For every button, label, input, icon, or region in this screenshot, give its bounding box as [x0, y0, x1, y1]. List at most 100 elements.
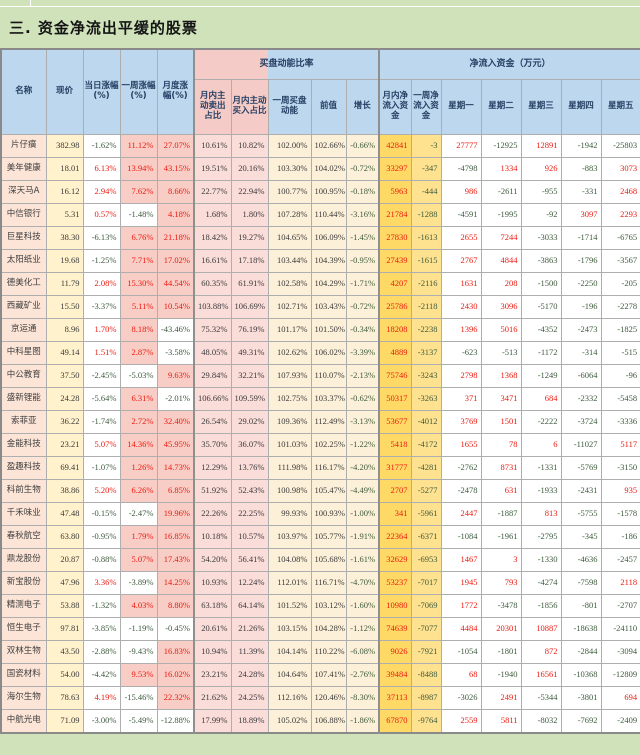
cell-monday: -4798 [440, 157, 482, 181]
cell-monthly-net-inflow: 10980 [378, 594, 412, 618]
cell-monthly-net-inflow: 18208 [378, 318, 412, 342]
column-header-weekly-change: 一周涨幅(%) [119, 48, 158, 135]
cell-monthly-active-buy-ratio: 22.25% [230, 502, 269, 526]
cell-previous-value: 103.43% [310, 295, 347, 319]
cell-daily-change: 2.94% [82, 180, 121, 204]
cell-weekly-buy-momentum: 104.14% [267, 640, 312, 664]
cell-monthly-active-buy-ratio: 1.80% [230, 203, 269, 227]
cell-price: 38.86 [45, 479, 84, 503]
cell-monthly-net-inflow: 27830 [378, 226, 412, 250]
cell-daily-change: -1.25% [82, 249, 121, 273]
cell-monthly-net-inflow: 39484 [378, 663, 412, 687]
cell-price: 15.50 [45, 295, 84, 319]
column-header-friday: 星期五 [600, 79, 640, 135]
cell-weekly-buy-momentum: 104.64% [267, 663, 312, 687]
cell-growth: -0.18% [345, 180, 380, 204]
cell-friday: -186 [600, 525, 640, 549]
cell-weekly-net-inflow: -4172 [410, 433, 442, 457]
cell-weekly-buy-momentum: 103.30% [267, 157, 312, 181]
cell-previous-value: 105.68% [310, 548, 347, 572]
cell-name: 金能科技 [0, 433, 47, 457]
cell-previous-value: 106.02% [310, 341, 347, 365]
cell-previous-value: 104.02% [310, 157, 347, 181]
cell-weekly-change: -15.46% [119, 686, 158, 710]
cell-daily-change: -3.00% [82, 709, 121, 734]
column-header-price: 现价 [45, 48, 84, 135]
cell-weekly-buy-momentum: 105.02% [267, 709, 312, 734]
cell-monthly-active-sell-ratio: 60.35% [193, 272, 232, 296]
cell-tuesday: 1368 [480, 364, 522, 388]
cell-wednesday: -4274 [520, 571, 562, 595]
cell-weekly-buy-momentum: 101.17% [267, 318, 312, 342]
cell-growth: -4.20% [345, 456, 380, 480]
cell-growth: -1.60% [345, 594, 380, 618]
cell-previous-value: 102.66% [310, 134, 347, 158]
cell-monthly-net-inflow: 4889 [378, 341, 412, 365]
table-row: 盈趣科技 69.41 -1.07% 1.26% 14.73% 12.29% 13.76% 11… [0, 456, 640, 480]
cell-thursday: -2473 [560, 318, 602, 342]
cell-monthly-active-buy-ratio: 29.02% [230, 410, 269, 434]
cell-monthly-active-sell-ratio: 20.61% [193, 617, 232, 641]
cell-thursday: -345 [560, 525, 602, 549]
cell-price: 43.50 [45, 640, 84, 664]
cell-price: 47.48 [45, 502, 84, 526]
cell-wednesday: -5170 [520, 295, 562, 319]
cell-monthly-change: 43.15% [156, 157, 195, 181]
cell-tuesday: 3471 [480, 387, 522, 411]
cell-monthly-active-sell-ratio: 26.54% [193, 410, 232, 434]
cell-monthly-net-inflow: 4207 [378, 272, 412, 296]
cell-monthly-active-buy-ratio: 76.19% [230, 318, 269, 342]
cell-price: 8.96 [45, 318, 84, 342]
cell-previous-value: 105.47% [310, 479, 347, 503]
cell-friday: 2118 [600, 571, 640, 595]
cell-thursday: -4636 [560, 548, 602, 572]
cell-tuesday: -2611 [480, 180, 522, 204]
cell-monday: 2447 [440, 502, 482, 526]
cell-weekly-net-inflow: -7017 [410, 571, 442, 595]
cell-weekly-net-inflow: -2116 [410, 272, 442, 296]
cell-price: 49.14 [45, 341, 84, 365]
cell-monthly-net-inflow: 75746 [378, 364, 412, 388]
cell-weekly-net-inflow: -3243 [410, 364, 442, 388]
cell-monthly-active-sell-ratio: 103.88% [193, 295, 232, 319]
cell-monthly-change: 6.85% [156, 479, 195, 503]
cell-price: 53.88 [45, 594, 84, 618]
cell-wednesday: 16561 [520, 663, 562, 687]
cell-monthly-change: 45.95% [156, 433, 195, 457]
table-row: 恒生电子 97.81 -3.85% -1.19% -0.45% 20.61% 21.26% 1… [0, 617, 640, 641]
cell-weekly-change: 13.94% [119, 157, 158, 181]
column-header-daily-change: 当日涨幅(%) [82, 48, 121, 135]
cell-friday: -1578 [600, 502, 640, 526]
cell-previous-value: 116.17% [310, 456, 347, 480]
table-row: 中公教育 37.50 -2.45% -5.03% 9.63% 29.84% 32.21% 10… [0, 364, 640, 388]
cell-previous-value: 116.71% [310, 571, 347, 595]
cell-weekly-change: 5.07% [119, 548, 158, 572]
cell-monthly-active-sell-ratio: 12.29% [193, 456, 232, 480]
cell-friday: 5117 [600, 433, 640, 457]
cell-monday: 2655 [440, 226, 482, 250]
table-row: 美年健康 18.01 6.13% 13.94% 43.15% 19.51% 20.16% 10… [0, 157, 640, 181]
cell-monthly-active-sell-ratio: 29.84% [193, 364, 232, 388]
cell-wednesday: -1249 [520, 364, 562, 388]
cell-daily-change: 4.19% [82, 686, 121, 710]
cell-monthly-change: 4.18% [156, 203, 195, 227]
cell-tuesday: 2491 [480, 686, 522, 710]
cell-wednesday: -5344 [520, 686, 562, 710]
cell-daily-change: 3.36% [82, 571, 121, 595]
cell-name: 国瓷材料 [0, 663, 47, 687]
cell-monday: 68 [440, 663, 482, 687]
cell-thursday: -10368 [560, 663, 602, 687]
cell-friday: -3094 [600, 640, 640, 664]
cell-weekly-net-inflow: -3137 [410, 341, 442, 365]
cell-name: 中公教育 [0, 364, 47, 388]
cell-name: 太阳纸业 [0, 249, 47, 273]
cell-monthly-net-inflow: 37113 [378, 686, 412, 710]
cell-weekly-buy-momentum: 103.15% [267, 617, 312, 641]
cell-monthly-change: 17.43% [156, 548, 195, 572]
cell-monthly-change: 8.80% [156, 594, 195, 618]
cell-monthly-active-buy-ratio: 20.16% [230, 157, 269, 181]
cell-friday: -25803 [600, 134, 640, 158]
cell-previous-value: 110.07% [310, 364, 347, 388]
cell-monthly-change: 17.02% [156, 249, 195, 273]
cell-weekly-change: 7.62% [119, 180, 158, 204]
